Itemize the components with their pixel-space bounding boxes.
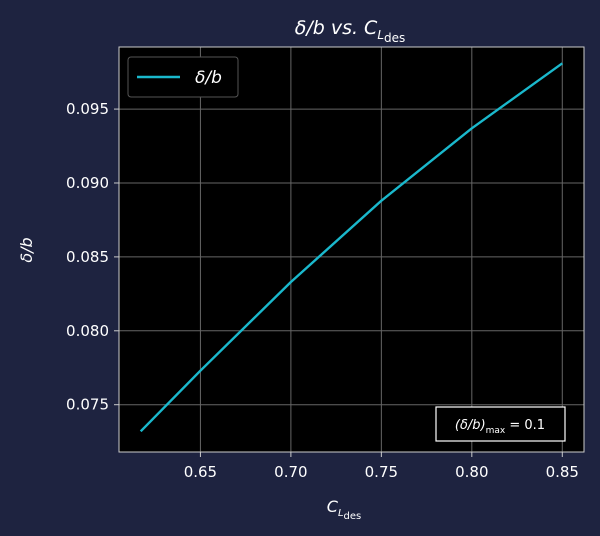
x-tick-label: 0.75 <box>365 463 398 481</box>
x-tick-label: 0.65 <box>184 463 217 481</box>
legend-label: δ/b <box>195 68 222 88</box>
annotation-sub: max <box>486 426 506 436</box>
x-axis-label-main: C <box>327 497 339 516</box>
x-axis-label-sub: L <box>338 508 344 519</box>
x-axis-label: CLdes <box>327 497 361 522</box>
chart-title: δ/b vs. CLdes <box>295 17 406 45</box>
chart-title-main: δ/b vs. C <box>295 17 378 39</box>
annotation-main: (δ/b) <box>455 418 486 433</box>
x-tick-label: 0.70 <box>274 463 307 481</box>
grid-lines <box>119 47 584 452</box>
legend: δ/b <box>127 56 239 98</box>
chart-title-sub: L <box>377 28 384 42</box>
legend-box <box>127 56 239 98</box>
series-lines <box>139 62 564 433</box>
plot-frame <box>118 46 585 453</box>
y-tick-label: 0.095 <box>66 100 109 118</box>
annotation-rest: = 0.1 <box>505 418 545 433</box>
y-tick-label: 0.080 <box>66 322 109 340</box>
y-tick-label: 0.085 <box>66 248 109 266</box>
x-axis-label-subsub: des <box>344 511 362 522</box>
x-tick-label: 0.85 <box>546 463 579 481</box>
chart-title-subsub: des <box>384 31 405 45</box>
annotation-box <box>435 406 566 442</box>
annotation: (δ/b)max = 0.1 <box>435 406 566 442</box>
y-tick-label: 0.090 <box>66 174 109 192</box>
y-axis-label: δ/b <box>17 237 36 262</box>
x-ticks: 0.65 0.70 0.75 0.80 0.85 <box>184 452 579 481</box>
x-tick-label: 0.80 <box>455 463 488 481</box>
series-line <box>139 62 564 433</box>
annotation-text: (δ/b)max = 0.1 <box>455 418 545 436</box>
y-ticks: 0.075 0.080 0.085 0.090 0.095 <box>66 100 119 414</box>
plot-area <box>119 47 584 452</box>
y-tick-label: 0.075 <box>66 396 109 414</box>
